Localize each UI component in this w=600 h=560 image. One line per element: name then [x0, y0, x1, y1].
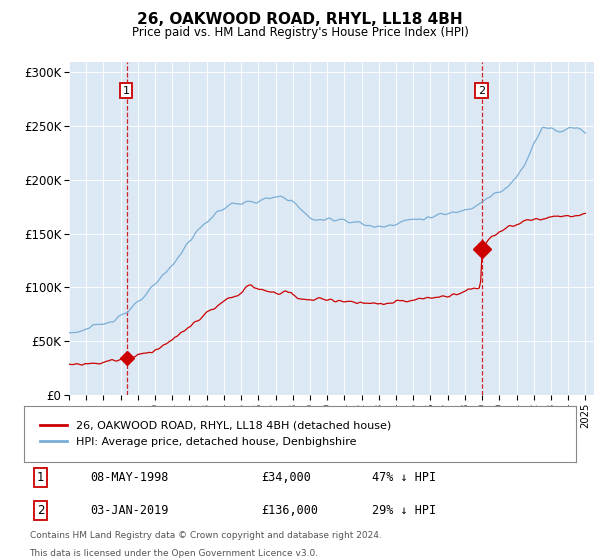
Text: 47% ↓ HPI: 47% ↓ HPI — [372, 471, 436, 484]
Text: This data is licensed under the Open Government Licence v3.0.: This data is licensed under the Open Gov… — [29, 549, 319, 558]
Text: 29% ↓ HPI: 29% ↓ HPI — [372, 504, 436, 517]
Text: 03-JAN-2019: 03-JAN-2019 — [90, 504, 169, 517]
Text: 1: 1 — [122, 86, 130, 96]
Text: 26, OAKWOOD ROAD, RHYL, LL18 4BH: 26, OAKWOOD ROAD, RHYL, LL18 4BH — [137, 12, 463, 27]
Text: 2: 2 — [478, 86, 485, 96]
Text: Price paid vs. HM Land Registry's House Price Index (HPI): Price paid vs. HM Land Registry's House … — [131, 26, 469, 39]
Text: Contains HM Land Registry data © Crown copyright and database right 2024.: Contains HM Land Registry data © Crown c… — [29, 531, 381, 540]
Text: 2: 2 — [37, 504, 44, 517]
Text: £136,000: £136,000 — [262, 504, 319, 517]
Text: 08-MAY-1998: 08-MAY-1998 — [90, 471, 169, 484]
Text: 1: 1 — [37, 471, 44, 484]
Text: £34,000: £34,000 — [262, 471, 311, 484]
Legend: 26, OAKWOOD ROAD, RHYL, LL18 4BH (detached house), HPI: Average price, detached : 26, OAKWOOD ROAD, RHYL, LL18 4BH (detach… — [35, 416, 396, 452]
